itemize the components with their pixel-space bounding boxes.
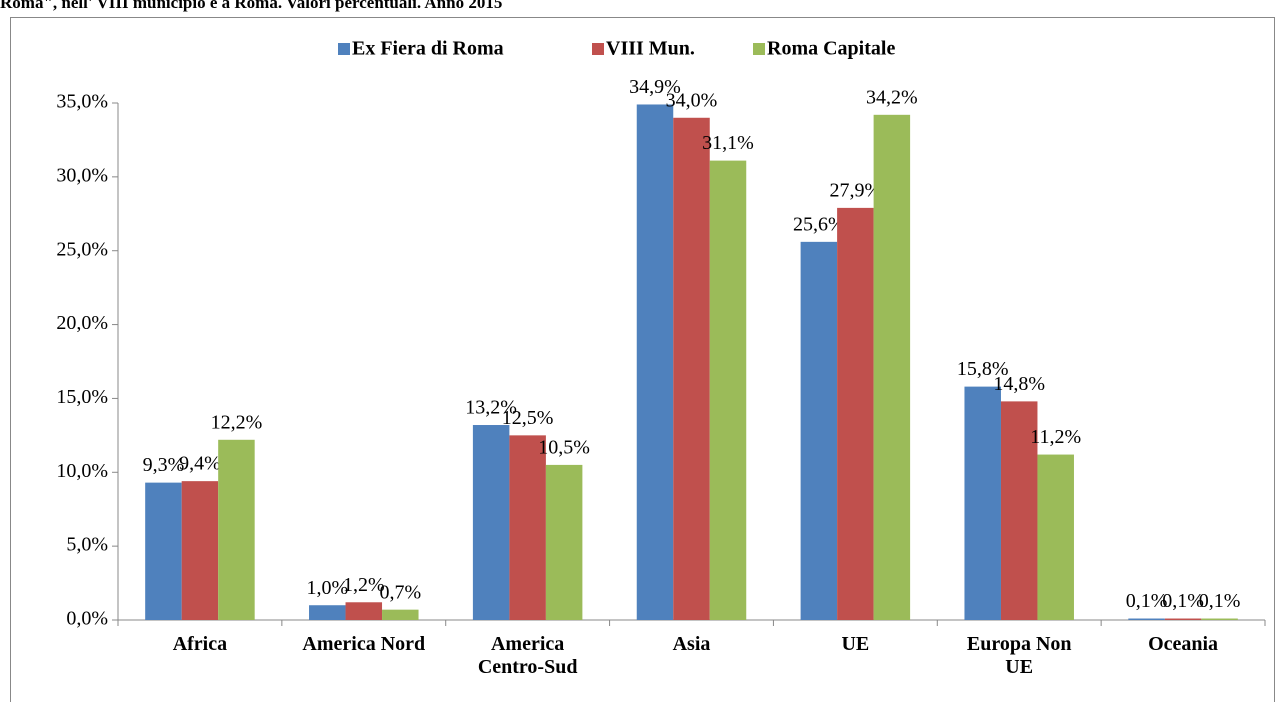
y-tick-label: 10,0% [56, 460, 108, 482]
bar [837, 207, 874, 620]
bar [181, 481, 219, 620]
bar [472, 425, 510, 620]
bar [1037, 454, 1074, 620]
value-label: 1,0% [306, 577, 348, 599]
bar [509, 435, 546, 620]
value-label: 27,9% [830, 179, 882, 201]
legend-swatch [592, 43, 604, 55]
bar [1000, 401, 1038, 620]
x-tick-label: UE [841, 633, 870, 655]
value-label: 9,3% [143, 454, 185, 476]
value-label: 0,1% [1199, 590, 1241, 612]
bar [545, 464, 583, 620]
bar [382, 609, 419, 620]
bar [1201, 618, 1238, 620]
y-tick-label: 5,0% [66, 534, 108, 556]
bar [345, 602, 383, 620]
bar [145, 482, 182, 620]
bar [1164, 618, 1202, 620]
bar [673, 117, 710, 621]
bar [964, 386, 1001, 620]
value-label: 31,1% [702, 132, 754, 154]
bar [873, 114, 911, 621]
x-tick-label: Europa Non UE [966, 633, 1072, 678]
bar [636, 104, 674, 620]
bar [1128, 618, 1165, 620]
value-label: 1,2% [343, 574, 385, 596]
value-label: 34,0% [666, 89, 718, 111]
chart-title: Roma", nell' VIII municipio e a Roma. Va… [0, 0, 502, 12]
value-label: 25,6% [793, 213, 845, 235]
value-label: 11,2% [1030, 426, 1081, 448]
legend-label: VIII Mun. [606, 38, 695, 60]
bar [709, 160, 747, 620]
value-label: 9,4% [179, 453, 221, 475]
y-tick-label: 30,0% [56, 164, 108, 186]
y-tick-label: 15,0% [56, 386, 108, 408]
legend-swatch [753, 43, 765, 55]
value-label: 15,8% [957, 358, 1009, 380]
value-label: 10,5% [538, 436, 590, 458]
y-tick-label: 35,0% [56, 91, 108, 113]
value-label: 34,2% [866, 86, 918, 108]
x-tick-label: America Nord [302, 633, 426, 655]
chart-frame [10, 17, 1275, 702]
x-tick-label: Africa [172, 633, 228, 655]
legend-label: Roma Capitale [767, 38, 895, 60]
y-tick-label: 20,0% [56, 312, 108, 334]
value-label: 13,2% [465, 397, 517, 419]
value-label: 14,8% [993, 373, 1045, 395]
x-tick-label: Asia [672, 633, 711, 655]
x-tick-label: America Centro-Sud [477, 633, 578, 678]
x-tick-label: Oceania [1148, 633, 1219, 655]
bar [218, 439, 255, 620]
value-label: 12,2% [211, 411, 263, 433]
value-label: 0,1% [1126, 590, 1168, 612]
value-label: 0,7% [379, 581, 421, 603]
value-label: 34,9% [629, 76, 681, 98]
legend-label: Ex Fiera di Roma [352, 38, 504, 60]
bar [800, 241, 838, 620]
legend-swatch [338, 43, 350, 55]
value-label: 0,1% [1162, 590, 1204, 612]
y-tick-label: 25,0% [56, 238, 108, 260]
value-label: 12,5% [502, 407, 554, 429]
bar [309, 605, 346, 620]
y-tick-label: 0,0% [66, 608, 108, 630]
